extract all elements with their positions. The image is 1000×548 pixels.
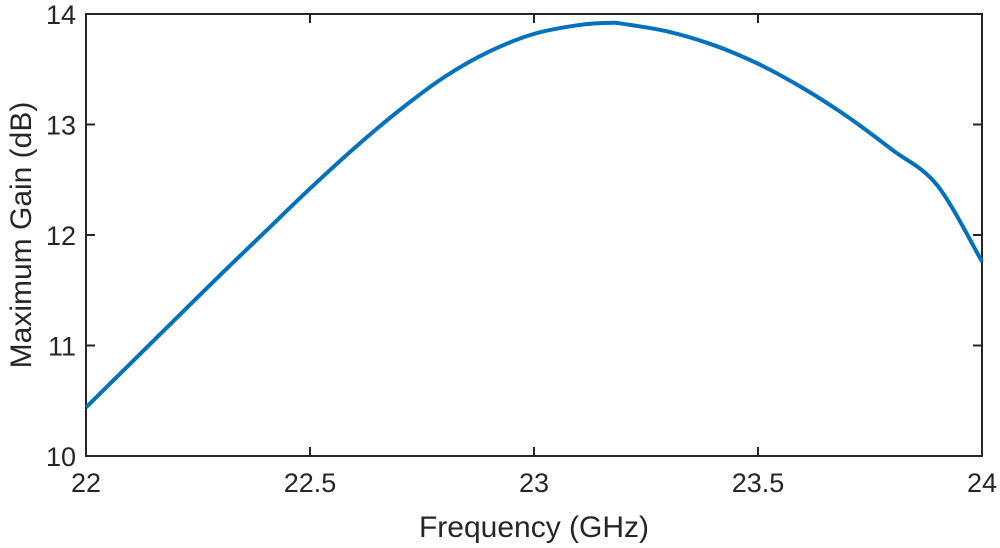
x-tick-label: 23 <box>519 468 549 498</box>
x-tick-label: 22 <box>71 468 101 498</box>
plot-frame <box>85 13 983 457</box>
y-tick-label: 10 <box>46 442 76 472</box>
y-tick-label: 12 <box>46 221 76 251</box>
y-tick-label: 11 <box>48 332 76 362</box>
x-axis-label: Frequency (GHz) <box>419 511 649 544</box>
y-tick-label: 14 <box>46 0 76 30</box>
x-tick-label: 23.5 <box>732 468 785 498</box>
series-line-0 <box>84 20 984 409</box>
y-axis: 10 11 12 13 14 <box>46 0 982 472</box>
x-tick-label: 22.5 <box>284 468 337 498</box>
plot-area <box>85 13 983 457</box>
x-tick-label: 24 <box>967 468 997 498</box>
x-axis: 22 22.5 23 23.5 24 <box>71 14 997 498</box>
series-layer <box>84 20 984 409</box>
y-axis-label: Maximum Gain (dB) <box>5 102 38 369</box>
y-tick-label: 13 <box>46 111 76 141</box>
